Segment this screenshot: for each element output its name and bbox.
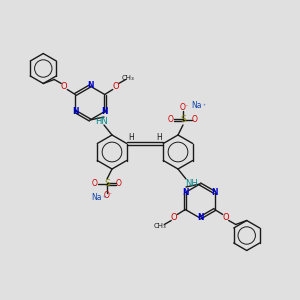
Text: Na: Na (91, 194, 101, 202)
Text: O: O (92, 179, 98, 188)
Text: ⁻: ⁻ (184, 106, 188, 110)
Text: ⁺: ⁺ (103, 196, 105, 200)
Text: S: S (104, 179, 110, 188)
Text: O: O (104, 191, 110, 200)
Text: Na: Na (191, 101, 201, 110)
Text: N: N (182, 188, 188, 197)
Text: S: S (180, 116, 186, 124)
Text: ⁻: ⁻ (109, 194, 111, 199)
Text: N: N (87, 82, 93, 91)
Text: O: O (180, 103, 186, 112)
Text: N: N (197, 214, 203, 223)
Text: O: O (116, 179, 122, 188)
Text: H: H (128, 133, 134, 142)
Text: O: O (168, 116, 174, 124)
Text: O: O (171, 213, 178, 222)
Text: O: O (112, 82, 119, 91)
Text: CH₃: CH₃ (121, 76, 134, 82)
Text: O: O (222, 213, 229, 222)
Text: N: N (72, 107, 79, 116)
Text: N: N (212, 188, 218, 197)
Text: N: N (101, 107, 108, 116)
Text: CH₃: CH₃ (154, 224, 167, 230)
Text: NH: NH (184, 178, 197, 188)
Text: H: H (156, 133, 162, 142)
Text: O: O (61, 82, 68, 91)
Text: O: O (192, 116, 198, 124)
Text: ⁺: ⁺ (202, 103, 206, 109)
Text: HN: HN (96, 116, 108, 125)
